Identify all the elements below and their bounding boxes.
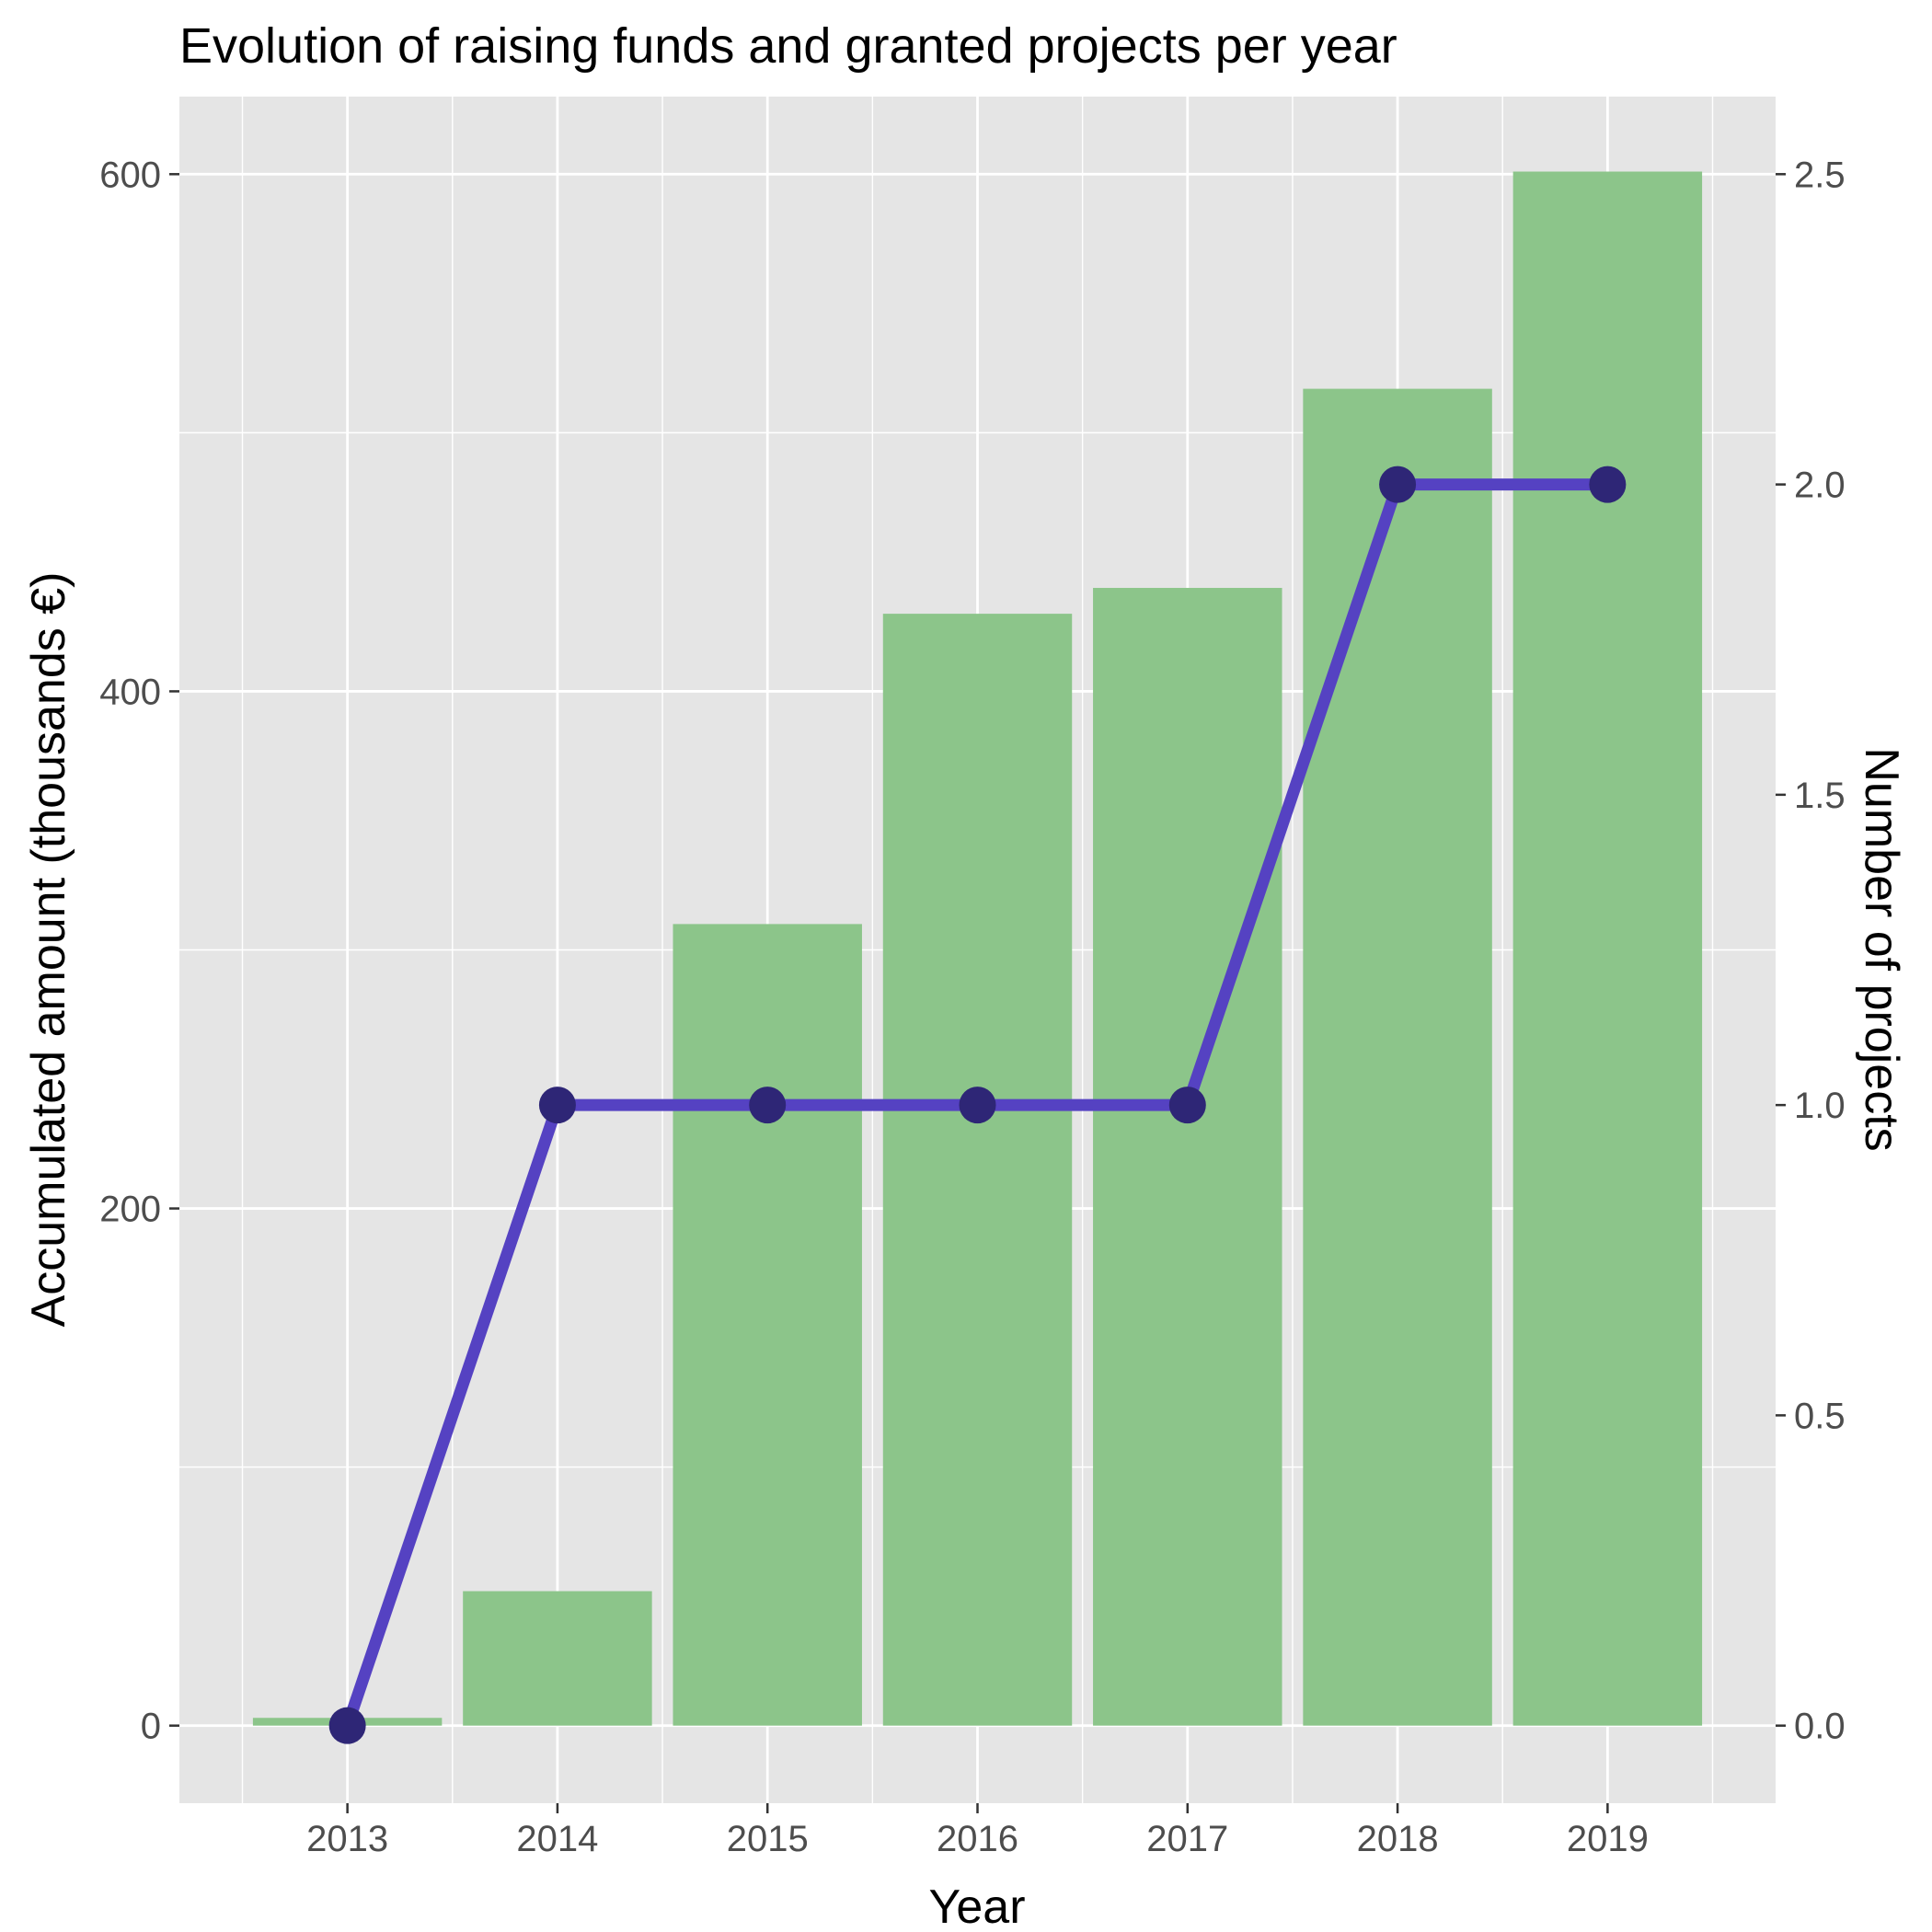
y-axis-title: Accumulated amount (thousands €) — [22, 572, 75, 1328]
x-axis-title: Year — [928, 1880, 1025, 1932]
y2-tick-label: 2.0 — [1794, 466, 1846, 506]
y2-axis-title: Number of projects — [1855, 747, 1908, 1151]
x-tick-label: 2019 — [1567, 1819, 1649, 1859]
y-tick-label: 400 — [99, 672, 161, 712]
bar-series — [252, 171, 1703, 1726]
bar-2015 — [673, 924, 862, 1726]
point-2017 — [1168, 1087, 1206, 1124]
x-tick-label: 2018 — [1357, 1819, 1439, 1859]
y2-tick-label: 1.5 — [1794, 776, 1846, 816]
x-tick-label: 2017 — [1146, 1819, 1228, 1859]
point-2018 — [1379, 466, 1417, 503]
bar-2018 — [1303, 388, 1492, 1726]
x-tick-label: 2013 — [306, 1819, 388, 1859]
y2-tick-label: 0.5 — [1794, 1396, 1846, 1436]
right-axis: 0.0 0.5 1.0 1.5 2.0 2.5 — [1776, 155, 1846, 1747]
bar-2017 — [1093, 588, 1282, 1726]
line-points — [328, 466, 1627, 1744]
left-axis: 0 200 400 600 — [99, 155, 179, 1747]
bar-2016 — [882, 614, 1073, 1726]
x-tick-label: 2015 — [727, 1819, 809, 1859]
point-2014 — [538, 1087, 576, 1124]
point-2016 — [959, 1087, 996, 1124]
point-2013 — [328, 1707, 366, 1744]
x-axis: 2013 2014 2015 2016 2017 2018 2019 — [306, 1803, 1649, 1859]
point-2015 — [749, 1087, 787, 1124]
y2-tick-label: 1.0 — [1794, 1086, 1846, 1126]
x-tick-label: 2016 — [937, 1819, 1018, 1859]
chart-title: Evolution of raising funds and granted p… — [179, 18, 1397, 74]
y2-tick-label: 0.0 — [1794, 1707, 1846, 1747]
y-tick-label: 0 — [141, 1707, 161, 1747]
y-tick-label: 600 — [99, 155, 161, 195]
bar-2019 — [1512, 171, 1703, 1726]
y-tick-label: 200 — [99, 1190, 161, 1230]
bar-2014 — [463, 1591, 652, 1726]
y2-tick-label: 2.5 — [1794, 155, 1846, 195]
x-tick-label: 2014 — [516, 1819, 598, 1859]
point-2019 — [1589, 466, 1627, 503]
